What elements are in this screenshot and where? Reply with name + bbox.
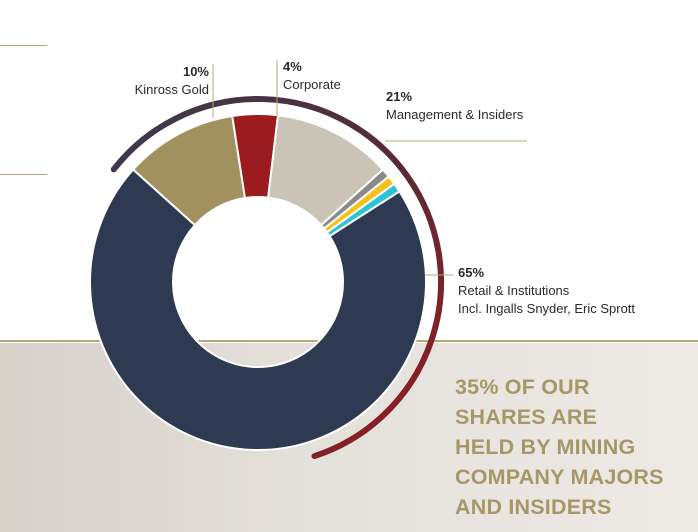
- label-corporate: 4% Corporate: [283, 58, 341, 94]
- label-management-insiders: 21% Management & Insiders: [386, 88, 523, 124]
- callout-line: HELD BY MINING: [455, 435, 636, 459]
- callout-line: 35% OF OUR: [455, 375, 590, 399]
- slice-label: Kinross Gold: [134, 82, 209, 97]
- slice-label: Management & Insiders: [386, 107, 524, 122]
- callout-line: SHARES ARE: [455, 405, 598, 429]
- slice-percent: 10%: [182, 64, 209, 79]
- divider-line: [0, 45, 47, 46]
- callout-line: AND INSIDERS: [455, 495, 612, 519]
- outer-ring-arc-path: [110, 96, 444, 460]
- slice-percent: 21%: [386, 89, 413, 104]
- slice-percent: 65%: [458, 265, 485, 280]
- slice-label: Corporate: [283, 77, 341, 92]
- slice-sublabel: Incl. Ingalls Snyder, Eric Sprott: [458, 301, 636, 316]
- donut-slice-6: [89, 168, 427, 451]
- slice-label: Retail & Institutions: [458, 283, 570, 298]
- callout-text: 35% OF OUR SHARES ARE HELD BY MINING COM…: [455, 372, 695, 522]
- outer-ring-arc: [110, 96, 444, 460]
- divider-line: [0, 174, 47, 175]
- label-retail-institutions: 65% Retail & Institutions Incl. Ingalls …: [458, 264, 635, 318]
- slice-percent: 4%: [283, 59, 302, 74]
- callout-line: COMPANY MAJORS: [455, 465, 664, 489]
- label-kinross-gold: 10% Kinross Gold: [125, 63, 209, 99]
